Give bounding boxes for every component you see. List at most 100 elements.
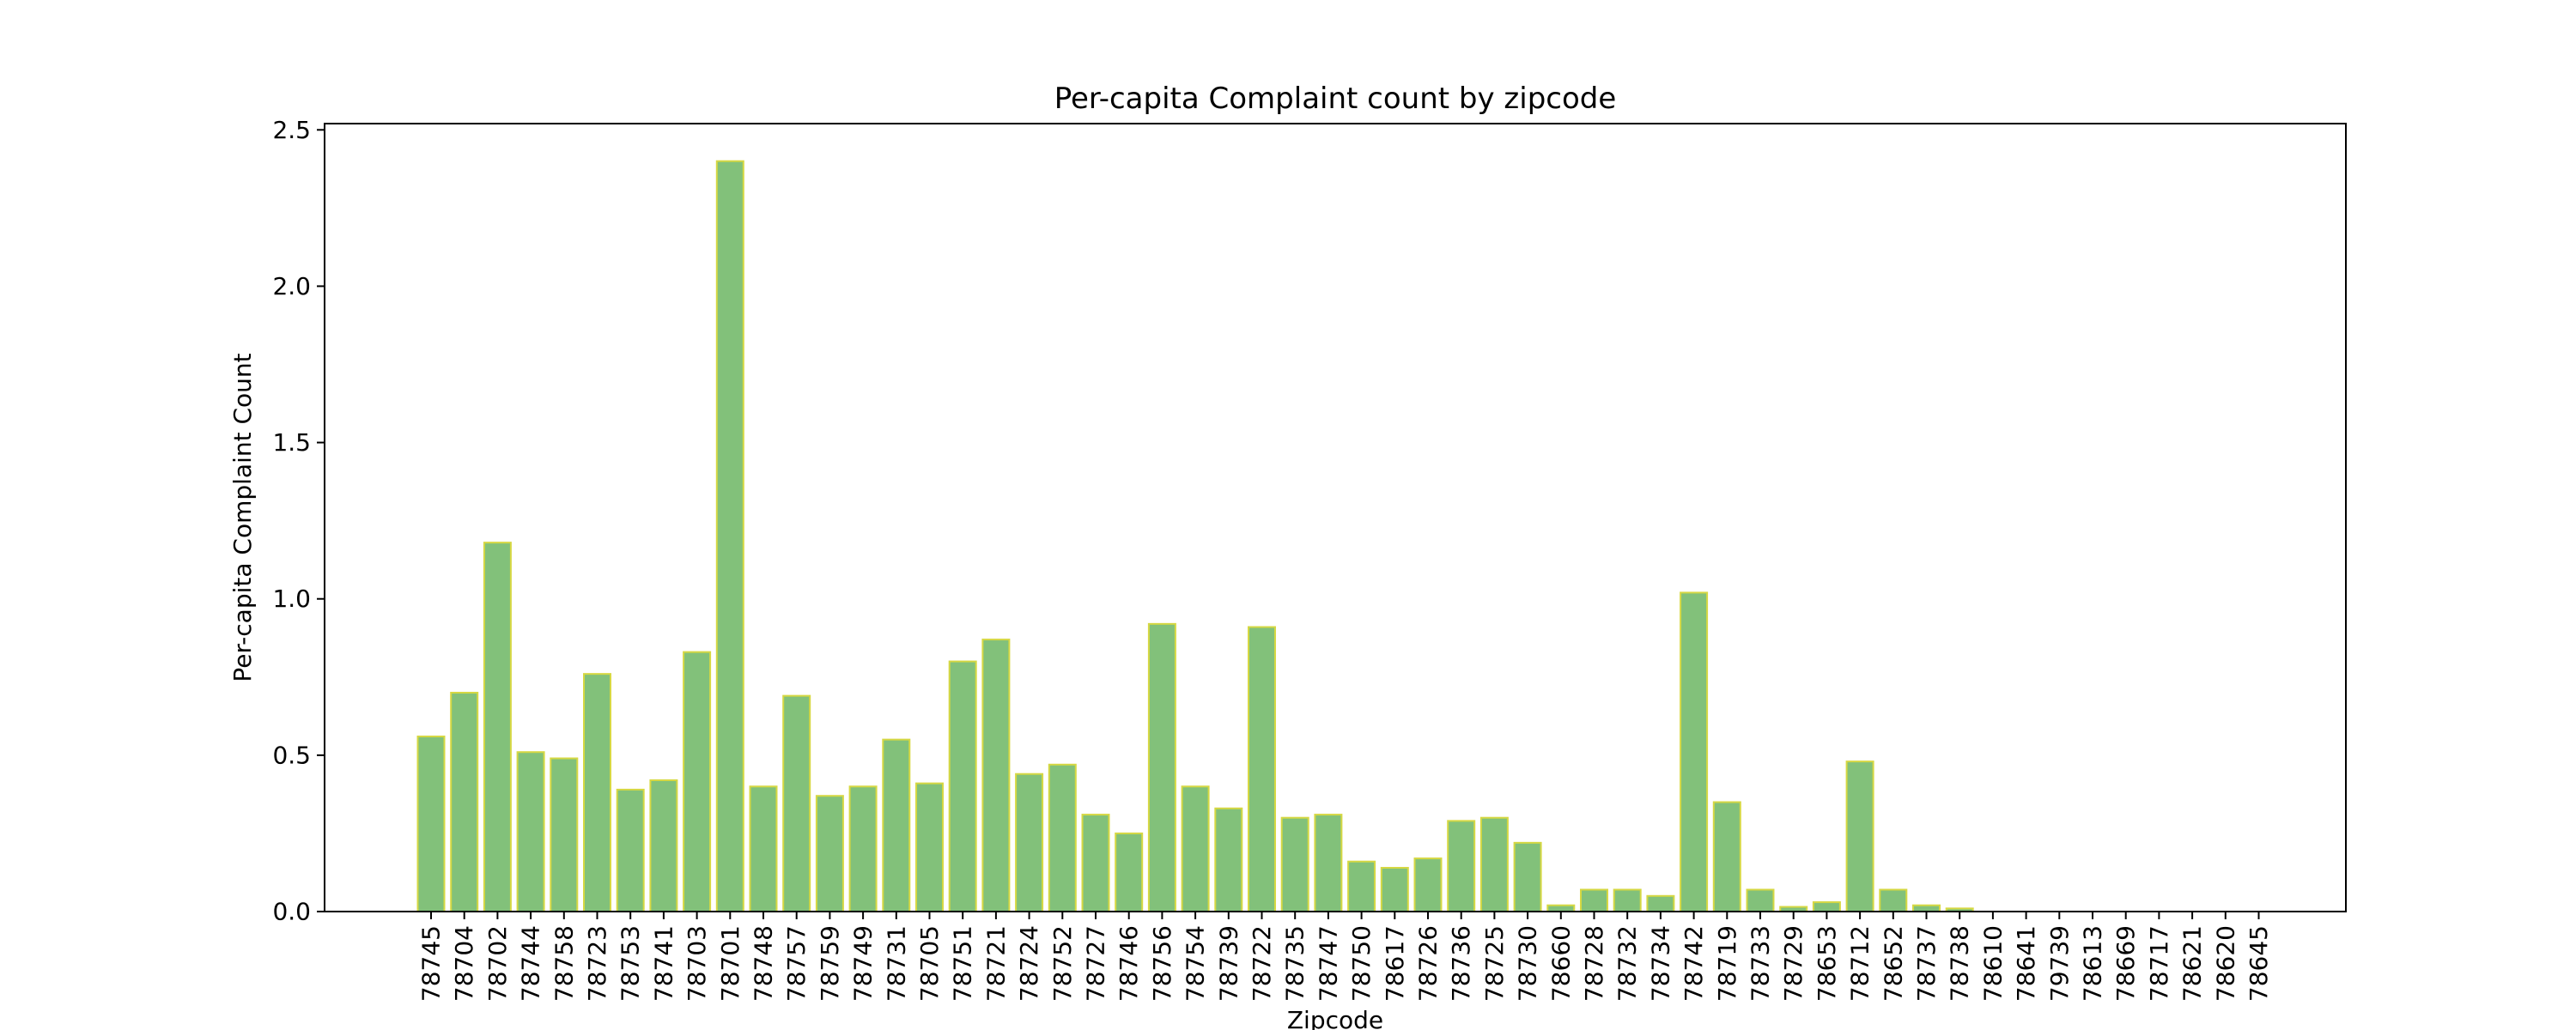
x-tick-label: 78705 — [915, 925, 944, 1002]
bar-78721 — [981, 639, 1011, 912]
bar-78757 — [782, 694, 811, 913]
bar-78733 — [1746, 888, 1775, 912]
y-tick-label: 0.0 — [272, 898, 311, 926]
x-tick-label: 78652 — [1879, 925, 1907, 1002]
bar-78731 — [882, 738, 911, 913]
x-tick-label: 78725 — [1480, 925, 1509, 1002]
bar-78719 — [1712, 801, 1741, 912]
bar-78705 — [915, 782, 944, 913]
bar-78736 — [1447, 820, 1476, 912]
x-tick-label: 78733 — [1747, 925, 1775, 1002]
x-tick-label: 78730 — [1514, 925, 1542, 1002]
bar-78754 — [1181, 785, 1210, 912]
x-tick-label: 78641 — [2012, 925, 2040, 1002]
bar-78723 — [583, 673, 611, 912]
chart-title: Per-capita Complaint count by zipcode — [1054, 82, 1617, 116]
bar-78732 — [1613, 888, 1642, 912]
bar-78756 — [1147, 622, 1176, 912]
x-tick-label: 78724 — [1015, 925, 1043, 1002]
bar-78752 — [1048, 763, 1077, 912]
bar-78726 — [1413, 857, 1443, 913]
x-tick-label: 78728 — [1580, 925, 1608, 1002]
x-tick-label: 78610 — [1978, 925, 2007, 1002]
x-tick-label: 78758 — [550, 925, 578, 1002]
bar-78704 — [450, 692, 479, 912]
bar-78652 — [1879, 888, 1908, 912]
bar-78750 — [1347, 860, 1376, 913]
bar-78703 — [683, 651, 712, 912]
bar-78748 — [749, 785, 778, 912]
x-tick-label: 78722 — [1248, 925, 1276, 1002]
bar-78724 — [1015, 772, 1044, 913]
bar-78725 — [1479, 816, 1509, 913]
x-tick-label: 78752 — [1048, 925, 1077, 1002]
x-axis-label: Zipcode — [1287, 1006, 1383, 1030]
x-axis-ticks: 78745 78704 78702 78744 78758 78723 78753 78741… — [417, 912, 2273, 1002]
x-tick-label: 78739 — [1214, 925, 1242, 1002]
x-tick-label: 78617 — [1381, 925, 1409, 1002]
bar-78727 — [1081, 814, 1110, 913]
x-tick-label: 78712 — [1846, 925, 1874, 1002]
x-tick-label: 78613 — [2079, 925, 2107, 1002]
x-tick-label: 78736 — [1447, 925, 1475, 1002]
x-tick-label: 78621 — [2178, 925, 2207, 1002]
x-tick-label: 78703 — [683, 925, 711, 1002]
x-tick-label: 78704 — [450, 925, 478, 1002]
bar-78741 — [649, 779, 678, 912]
x-tick-label: 78653 — [1813, 925, 1841, 1002]
bar-78653 — [1812, 901, 1841, 912]
x-tick-label: 78750 — [1347, 925, 1376, 1002]
bar-78660 — [1546, 904, 1576, 912]
x-tick-label: 78756 — [1148, 925, 1176, 1002]
x-tick-label: 78754 — [1182, 925, 1210, 1002]
bar-78701 — [715, 160, 744, 912]
bar-78751 — [948, 660, 977, 912]
bar-78728 — [1580, 888, 1608, 912]
x-tick-label: 78753 — [617, 925, 645, 1002]
bar-78702 — [483, 542, 512, 912]
x-tick-label: 78645 — [2245, 925, 2273, 1002]
x-tick-label: 78702 — [483, 925, 512, 1002]
bar-78753 — [616, 788, 645, 912]
x-tick-label: 78726 — [1414, 925, 1443, 1002]
x-tick-label: 78737 — [1912, 925, 1941, 1002]
bar-78758 — [550, 757, 579, 912]
bar-78744 — [516, 751, 545, 913]
x-tick-label: 78717 — [2145, 925, 2173, 1002]
x-tick-label: 78742 — [1680, 925, 1708, 1002]
bar-78742 — [1680, 591, 1709, 912]
x-tick-label: 79739 — [2045, 925, 2074, 1002]
x-tick-label: 78747 — [1314, 925, 1342, 1002]
bars — [416, 160, 1974, 913]
bar-78712 — [1845, 760, 1874, 913]
bar-78749 — [848, 785, 878, 912]
bar-78722 — [1248, 626, 1276, 912]
x-tick-label: 78738 — [1946, 925, 1974, 1002]
x-tick-label: 78620 — [2211, 925, 2239, 1002]
x-tick-label: 78669 — [2111, 925, 2140, 1002]
plot-area-frame — [324, 123, 2347, 912]
x-tick-label: 78721 — [981, 925, 1010, 1002]
x-tick-label: 78741 — [649, 925, 677, 1002]
x-tick-label: 78759 — [816, 925, 844, 1002]
x-tick-label: 78729 — [1779, 925, 1807, 1002]
x-tick-label: 78744 — [517, 925, 545, 1002]
x-tick-label: 78735 — [1281, 925, 1309, 1002]
x-tick-label: 78731 — [882, 925, 910, 1002]
bar-78737 — [1912, 904, 1941, 912]
y-tick-label: 2.5 — [272, 116, 311, 144]
x-tick-label: 78732 — [1613, 925, 1642, 1002]
x-tick-label: 78701 — [716, 925, 744, 1002]
bar-78747 — [1314, 814, 1343, 913]
y-tick-label: 0.5 — [272, 741, 311, 769]
x-tick-label: 78751 — [949, 925, 977, 1002]
y-tick-label: 1.5 — [272, 428, 311, 457]
x-tick-label: 78745 — [417, 925, 446, 1002]
x-tick-label: 78749 — [849, 925, 878, 1002]
x-tick-label: 78719 — [1713, 925, 1741, 1002]
bar-78730 — [1513, 841, 1542, 912]
x-tick-label: 78660 — [1546, 925, 1575, 1002]
bar-78617 — [1380, 867, 1409, 912]
x-tick-label: 78757 — [782, 925, 811, 1002]
